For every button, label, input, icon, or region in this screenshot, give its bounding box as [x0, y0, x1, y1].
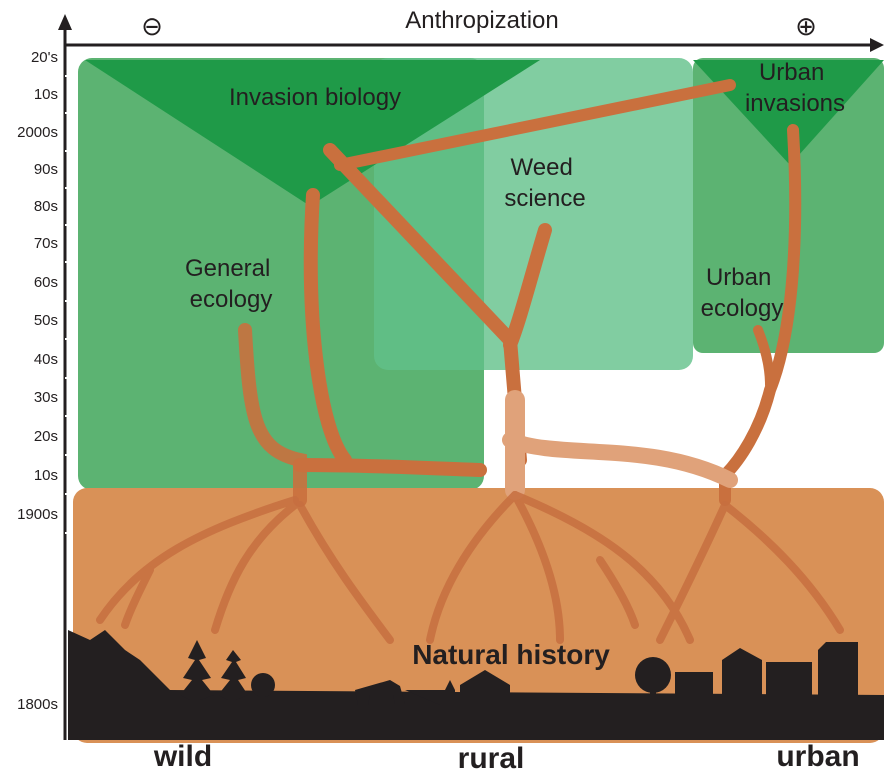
urban-label: urban: [776, 740, 859, 771]
label-line: Weed: [511, 154, 573, 181]
time-ticks: 20's 10s 2000s 90s 80s 70s 60s 50s 40s 30s 20s 10s 1…: [17, 49, 70, 713]
time-label: 10s: [34, 86, 58, 103]
label-line: Urban: [759, 59, 824, 86]
label-line: Urban: [706, 264, 771, 291]
wild-label: wild: [153, 740, 212, 771]
time-label: 70s: [34, 235, 58, 252]
axis-title: Anthropization: [405, 7, 558, 34]
rural-label: rural: [458, 742, 525, 771]
time-label: 10s: [34, 467, 58, 484]
minus-sign: ⊖: [141, 11, 163, 41]
time-label: 50s: [34, 312, 58, 329]
time-label: 20s: [34, 428, 58, 445]
time-label: 80s: [34, 198, 58, 215]
y-arrow: [58, 14, 72, 30]
label-line: ecology: [701, 295, 784, 322]
plus-sign: ⊕: [795, 11, 817, 41]
time-label: 20's: [31, 49, 58, 66]
time-label: 2000s: [17, 124, 58, 141]
natural-history-label: Natural history: [412, 639, 610, 670]
label-line: General: [185, 255, 270, 282]
diagram: 20's 10s 2000s 90s 80s 70s 60s 50s 40s 30s 20s 10s 1…: [0, 0, 884, 771]
label-line: ecology: [190, 286, 273, 313]
time-label: 40s: [34, 351, 58, 368]
time-label: 1900s: [17, 506, 58, 523]
label-line: invasions: [745, 90, 845, 117]
time-label: 60s: [34, 274, 58, 291]
invasion-biology-label: Invasion biology: [229, 84, 401, 111]
time-label: 1800s: [17, 696, 58, 713]
time-label: 90s: [34, 161, 58, 178]
time-label: 30s: [34, 389, 58, 406]
x-arrow: [870, 38, 884, 52]
label-line: science: [504, 185, 585, 212]
